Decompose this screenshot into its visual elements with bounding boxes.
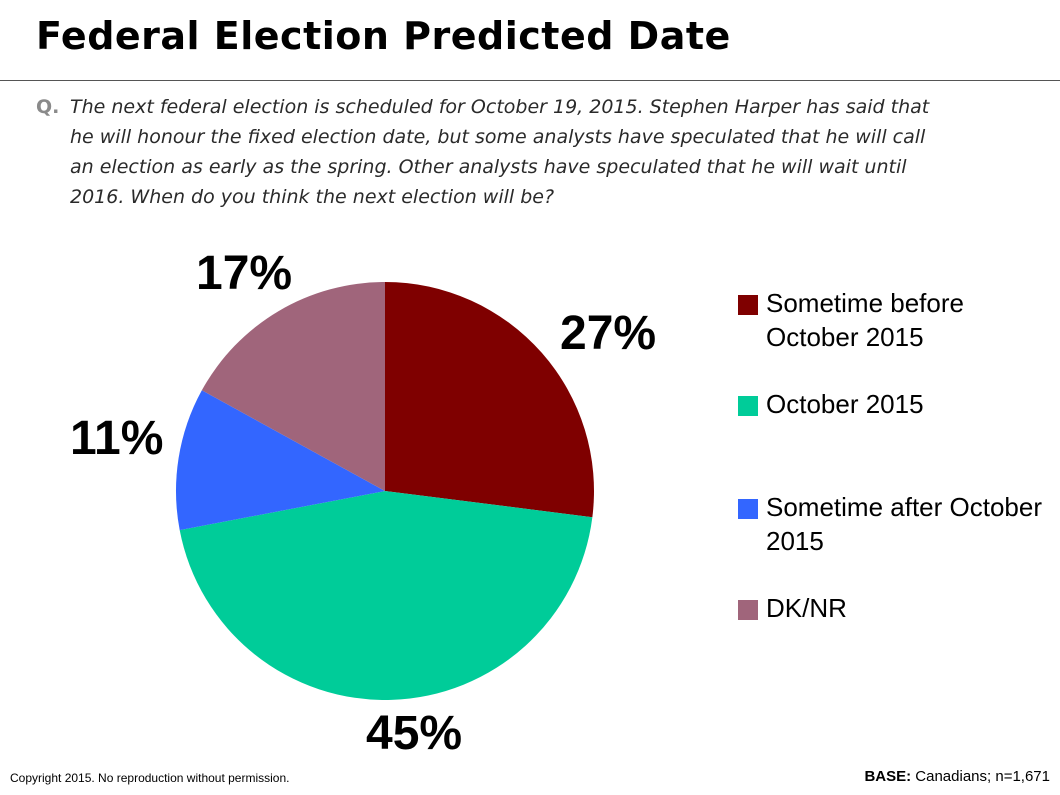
- legend-item-after-october: Sometime after October 2015: [738, 490, 1048, 558]
- base-note: BASE: Canadians; n=1,671: [864, 768, 1050, 785]
- legend-swatch: [738, 499, 758, 519]
- pie-slice-dk-nr: [201, 282, 385, 491]
- copyright-notice: Copyright 2015. No reproduction without …: [10, 771, 290, 785]
- legend-label: Sometime before October 2015: [766, 288, 964, 352]
- chart-title: Federal Election Predicted Date: [36, 14, 731, 58]
- legend-item-before-october: Sometime before October 2015: [738, 286, 1048, 354]
- legend-label: DK/NR: [766, 593, 847, 623]
- legend-label: Sometime after October 2015: [766, 492, 1042, 556]
- legend-item-dk-nr: DK/NR: [738, 591, 1048, 625]
- title-divider: [0, 80, 1060, 81]
- pie-slice-after-october: [175, 390, 385, 531]
- data-label-dk-nr: 17%: [196, 247, 293, 300]
- legend-item-october: October 2015: [738, 387, 1048, 421]
- base-label: BASE:: [864, 768, 912, 785]
- legend-swatch: [738, 600, 758, 620]
- question-prefix: Q.: [36, 96, 60, 118]
- pie-slice-before-october: [385, 282, 594, 518]
- legend-swatch: [738, 295, 758, 315]
- pie-chart: [175, 282, 594, 700]
- pie-slice-october: [179, 491, 593, 700]
- data-label-october: 45%: [366, 707, 463, 760]
- base-text: Canadians; n=1,671: [911, 768, 1050, 785]
- legend-label: October 2015: [766, 389, 924, 419]
- data-label-after-october: 11%: [70, 412, 164, 465]
- data-label-before-october: 27%: [560, 307, 657, 360]
- question-text: The next federal election is scheduled f…: [70, 96, 930, 208]
- legend-swatch: [738, 396, 758, 416]
- survey-question: Q. The next federal election is schedule…: [36, 92, 936, 212]
